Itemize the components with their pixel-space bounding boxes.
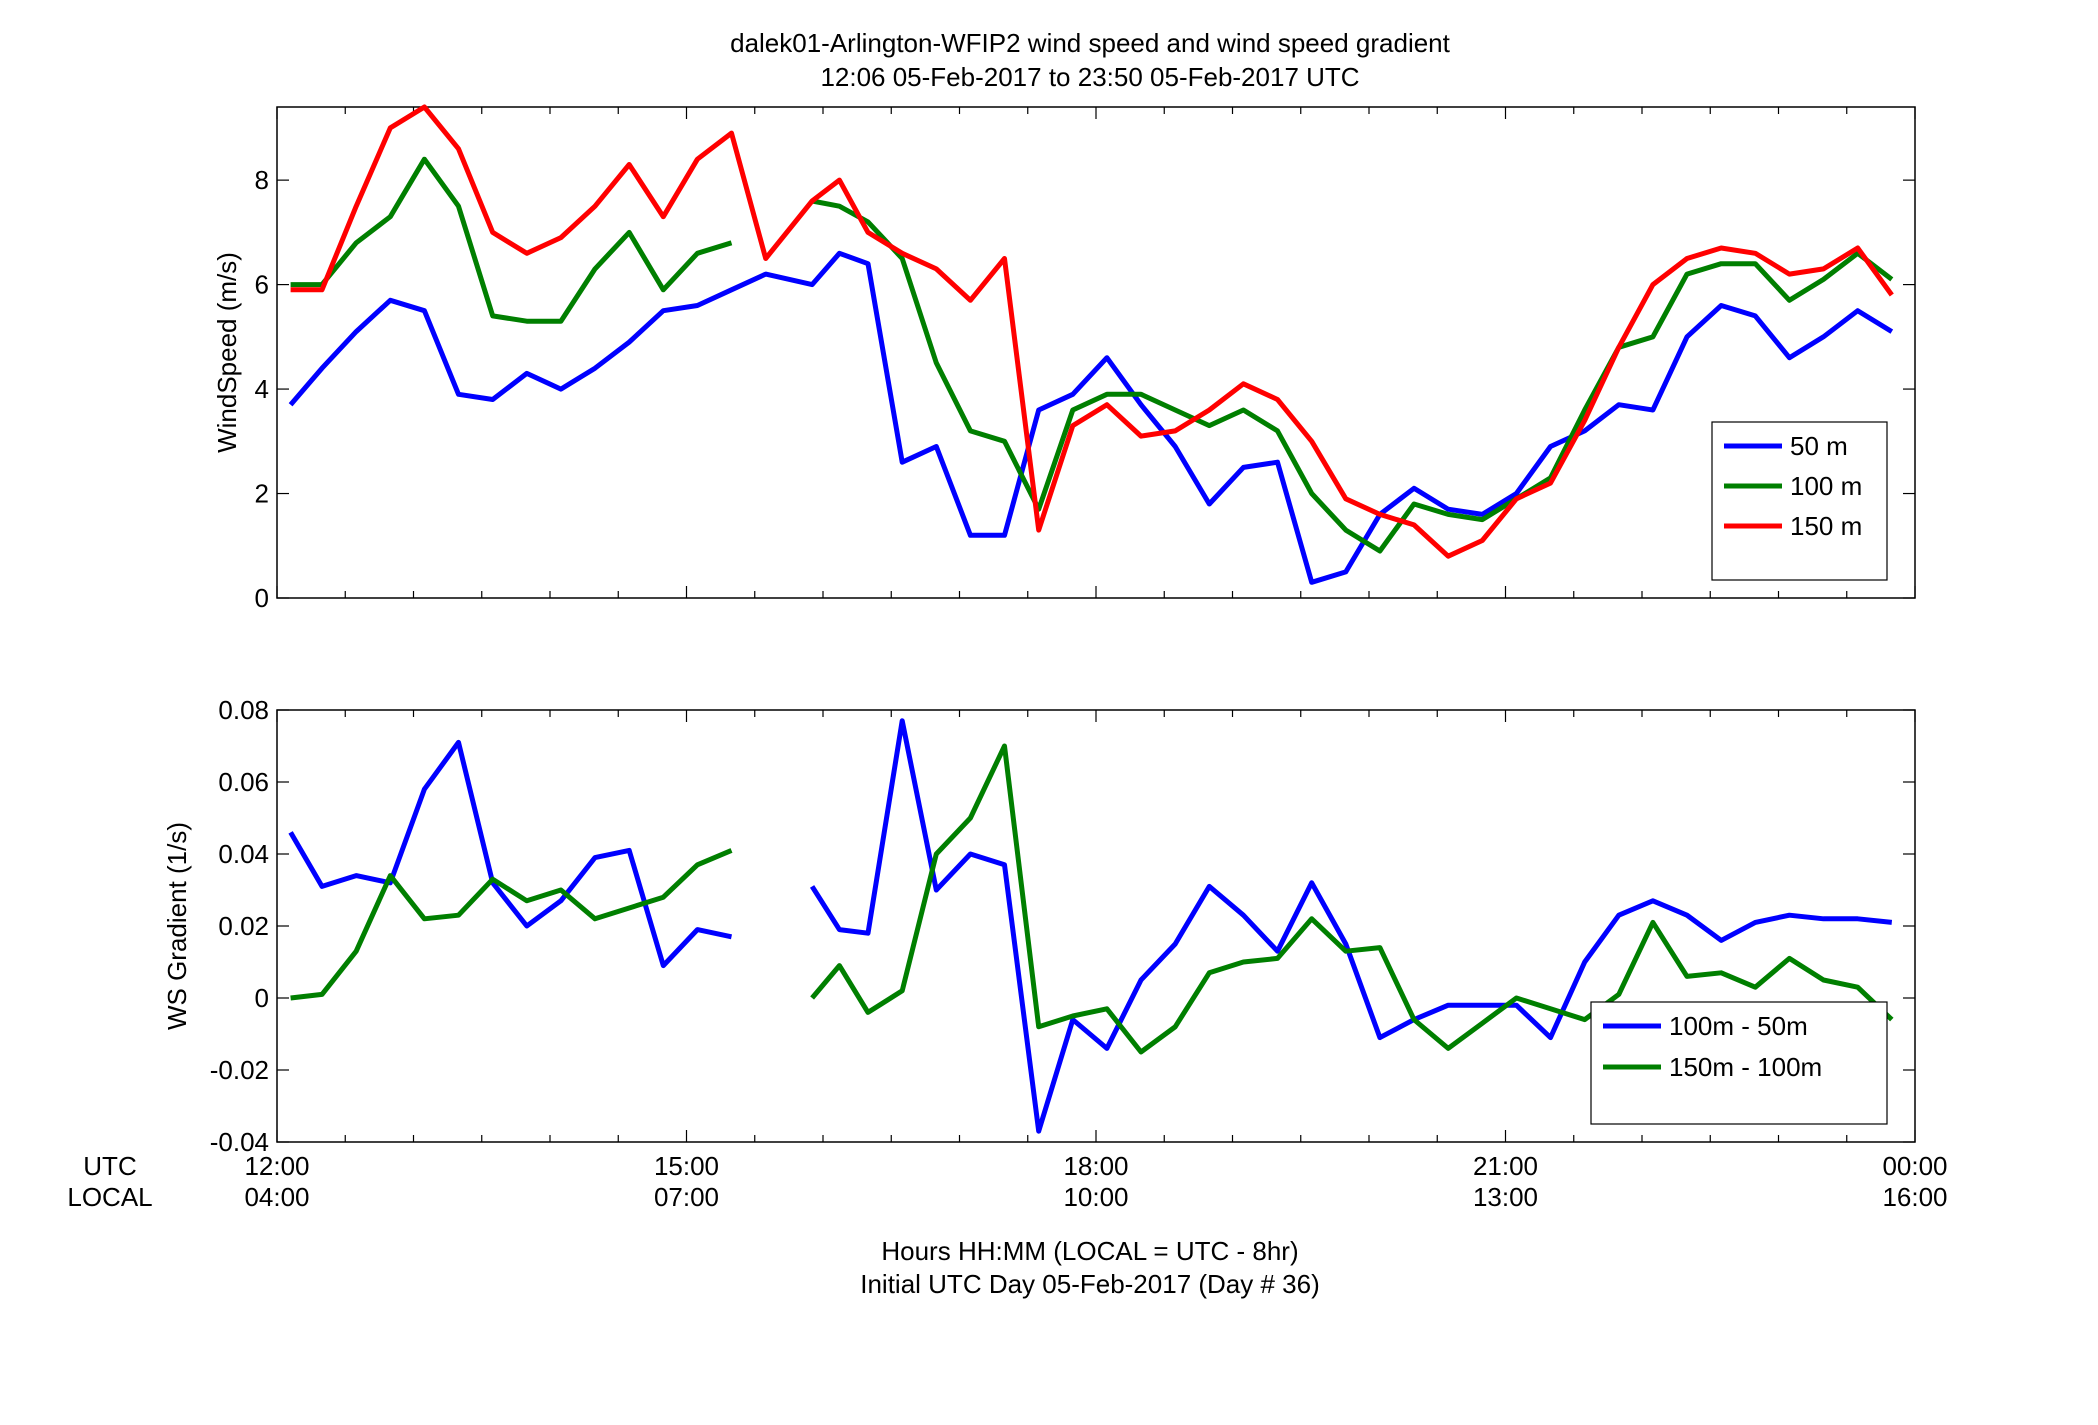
utc-row-label: UTC xyxy=(83,1151,136,1181)
windspeed-series-line-0 xyxy=(291,253,1892,582)
x-tick-label-utc: 18:00 xyxy=(1063,1151,1128,1181)
windspeed-legend-label: 50 m xyxy=(1790,431,1848,461)
figure: dalek01-Arlington-WFIP2 wind speed and w… xyxy=(0,0,2098,1425)
windspeed-legend-label: 150 m xyxy=(1790,511,1862,541)
windspeed-y-tick-label: 8 xyxy=(255,165,269,195)
gradient-legend-label: 100m - 50m xyxy=(1669,1011,1808,1041)
gradient-series-line-0 xyxy=(291,742,732,965)
gradient-legend-label: 150m - 100m xyxy=(1669,1052,1822,1082)
windspeed-series-line-2 xyxy=(291,107,1892,556)
figure-title-line2: 12:06 05-Feb-2017 to 23:50 05-Feb-2017 U… xyxy=(820,62,1359,92)
gradient-y-tick-label: 0.02 xyxy=(218,911,269,941)
gradient-y-tick-label: 0 xyxy=(255,983,269,1013)
gradient-y-tick-label: 0.04 xyxy=(218,839,269,869)
windspeed-y-tick-label: 4 xyxy=(255,374,269,404)
x-tick-label-local: 07:00 xyxy=(654,1182,719,1212)
windspeed-axes-box xyxy=(277,107,1915,598)
gradient-y-tick-label: 0.08 xyxy=(218,695,269,725)
windspeed-y-tick-label: 0 xyxy=(255,583,269,613)
windspeed-series-line-1 xyxy=(291,159,732,321)
x-tick-label-utc: 15:00 xyxy=(654,1151,719,1181)
gradient-y-axis-label: WS Gradient (1/s) xyxy=(162,822,192,1030)
x-tick-label-local: 16:00 xyxy=(1882,1182,1947,1212)
x-axis-label-line1: Hours HH:MM (LOCAL = UTC - 8hr) xyxy=(881,1236,1298,1266)
x-tick-label-utc: 12:00 xyxy=(244,1151,309,1181)
windspeed-y-axis-label: WindSpeed (m/s) xyxy=(212,252,242,453)
x-tick-label-utc: 21:00 xyxy=(1473,1151,1538,1181)
x-tick-label-local: 13:00 xyxy=(1473,1182,1538,1212)
x-tick-label-utc: 00:00 xyxy=(1882,1151,1947,1181)
gradient-y-tick-label: 0.06 xyxy=(218,767,269,797)
x-tick-label-local: 04:00 xyxy=(244,1182,309,1212)
figure-title-line1: dalek01-Arlington-WFIP2 wind speed and w… xyxy=(730,28,1451,58)
windspeed-legend-label: 100 m xyxy=(1790,471,1862,501)
windspeed-y-tick-label: 6 xyxy=(255,270,269,300)
x-axis-label-line2: Initial UTC Day 05-Feb-2017 (Day # 36) xyxy=(860,1269,1320,1299)
windspeed-panel: 0 2 4 6 8 WindSpeed (m/s) 50 m 100 m 150 m xyxy=(212,107,1915,613)
local-row-label: LOCAL xyxy=(67,1182,152,1212)
windspeed-y-tick-label: 2 xyxy=(255,479,269,509)
gradient-series-line-1 xyxy=(291,850,732,998)
gradient-y-tick-label: -0.02 xyxy=(210,1055,269,1085)
x-tick-label-local: 10:00 xyxy=(1063,1182,1128,1212)
